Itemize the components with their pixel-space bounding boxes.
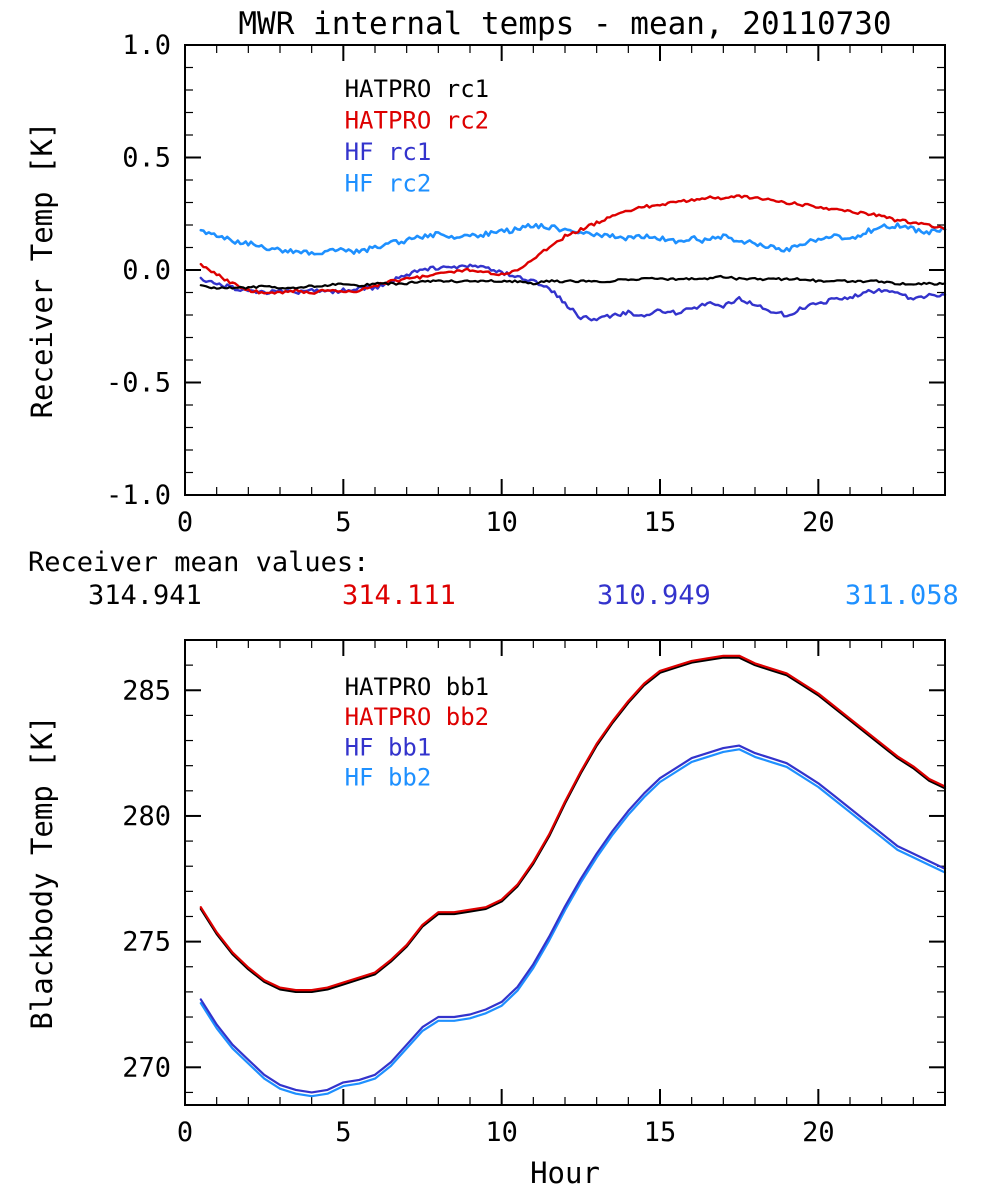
x-tick-label: 5 <box>335 1117 351 1148</box>
mean-value-hatpro-rc2: 314.111 <box>342 580 456 611</box>
series-line-hatpro-rc1 <box>199 274 947 290</box>
x-tick-label: 15 <box>644 507 677 538</box>
x-tick-label: 5 <box>335 507 351 538</box>
legend-hf-rc2: HF rc2 <box>345 169 432 197</box>
legend-hf-bb1: HF bb1 <box>345 733 432 761</box>
x-axis-label: Hour <box>530 1156 600 1190</box>
y-tick-label: 285 <box>122 675 171 706</box>
mean-value-hatpro-rc1: 314.941 <box>88 580 202 611</box>
x-tick-label: 15 <box>644 1117 677 1148</box>
legend-hatpro-bb1: HATPRO bb1 <box>345 673 490 701</box>
legend-hatpro-rc2: HATPRO rc2 <box>345 106 490 134</box>
x-tick-label: 20 <box>802 507 835 538</box>
x-tick-label: 0 <box>177 1117 193 1148</box>
legend-hf-bb2: HF bb2 <box>345 764 432 792</box>
receiver-temp-chart: 0 5 10 15 20 -1.0 -0.5 0.0 0.5 1.0 HATPRO rc1 HATPR… <box>25 6 947 538</box>
mean-value-hf-rc1: 310.949 <box>597 580 711 611</box>
plot-frame <box>184 44 946 496</box>
y-tick-label: 1.0 <box>122 30 171 61</box>
x-tick-label: 10 <box>485 507 518 538</box>
x-tick-label: 20 <box>802 1117 835 1148</box>
y-tick-label: 0.5 <box>122 143 171 174</box>
y-axis-label: Blackbody Temp [K] <box>25 715 59 1029</box>
mean-values-label: Receiver mean values: <box>28 547 370 578</box>
y-tick-label: 280 <box>122 801 171 832</box>
y-tick-label: 275 <box>122 927 171 958</box>
y-tick-label: 270 <box>122 1052 171 1083</box>
y-tick-label: 0.0 <box>122 255 171 286</box>
legend-hatpro-bb2: HATPRO bb2 <box>345 703 490 731</box>
series-line-hatpro-bb2 <box>199 654 947 992</box>
legend-hatpro-rc1: HATPRO rc1 <box>345 75 490 103</box>
series-line-hf-bb1 <box>199 744 947 1094</box>
series-line-hatpro-bb1 <box>199 656 947 993</box>
series-line-hf-bb2 <box>199 748 947 1098</box>
x-tick-label: 10 <box>485 1117 518 1148</box>
series-line-hf-rc2 <box>199 222 947 256</box>
y-axis-label: Receiver Temp [K] <box>25 122 59 419</box>
y-tick-label: -1.0 <box>106 480 171 511</box>
receiver-mean-values-section: Receiver mean values: 314.941 314.111 31… <box>0 545 1000 611</box>
series-line-hatpro-rc2 <box>199 194 947 295</box>
x-tick-label: 0 <box>177 507 193 538</box>
plot-frame <box>184 639 946 1106</box>
legend-hf-rc1: HF rc1 <box>345 138 432 166</box>
chart-title: MWR internal temps - mean, 20110730 <box>238 6 891 42</box>
y-tick-label: -0.5 <box>106 368 171 399</box>
mean-value-hf-rc2: 311.058 <box>845 580 959 611</box>
